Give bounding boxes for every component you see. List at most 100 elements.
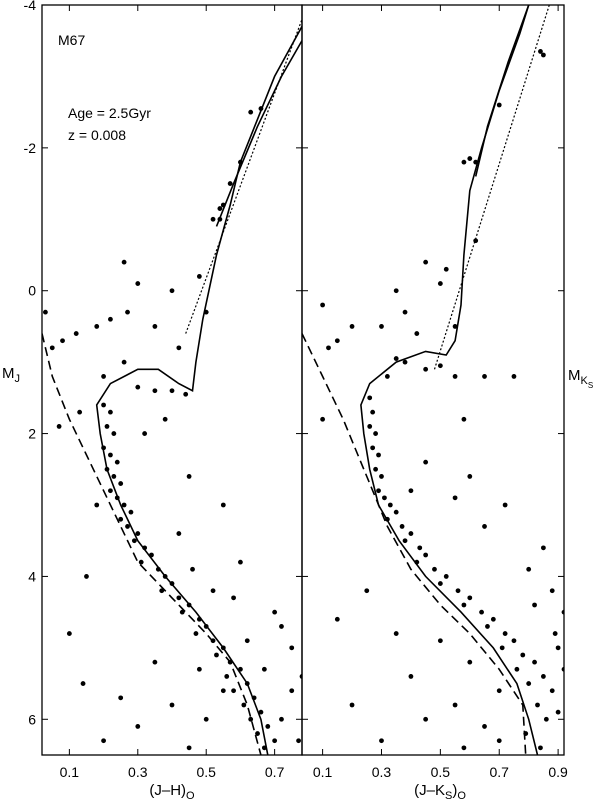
- star-point: [473, 238, 479, 244]
- star-point: [258, 106, 264, 111]
- star-point: [261, 666, 267, 672]
- star-point: [393, 288, 399, 294]
- star-point: [118, 516, 124, 522]
- frame: [301, 4, 565, 756]
- star-point: [176, 345, 182, 351]
- star-point: [279, 716, 284, 722]
- star-point: [482, 524, 487, 529]
- star-point: [121, 502, 127, 508]
- star-point: [555, 709, 561, 715]
- star-point: [210, 588, 216, 594]
- star-point: [186, 745, 192, 751]
- star-point: [265, 724, 271, 729]
- star-point: [452, 324, 458, 329]
- star-point: [155, 566, 161, 572]
- isochrone-dashed: [42, 333, 262, 755]
- star-point: [552, 631, 558, 636]
- axis-label-part: S: [445, 790, 452, 802]
- star-point: [384, 374, 390, 379]
- star-point: [437, 581, 443, 586]
- star-point: [220, 202, 226, 208]
- star-point: [393, 356, 399, 361]
- star-point: [514, 666, 520, 672]
- star-point: [183, 391, 189, 397]
- star-point: [193, 631, 199, 636]
- star-point: [169, 388, 175, 394]
- star-point: [423, 459, 429, 465]
- star-point: [238, 666, 243, 672]
- star-point: [169, 702, 175, 708]
- star-point: [379, 324, 384, 329]
- star-point: [549, 688, 555, 694]
- axis-label-part: K: [581, 375, 589, 387]
- star-point: [289, 688, 295, 694]
- x-tick-label: 0.5: [431, 764, 451, 780]
- star-point: [114, 495, 120, 501]
- star-point: [43, 309, 48, 315]
- star-point: [227, 181, 233, 186]
- plot-area: [302, 5, 564, 755]
- star-point: [384, 516, 390, 522]
- star-point: [169, 288, 175, 294]
- plot-content: [42, 19, 302, 755]
- isochrone-solid: [474, 5, 530, 177]
- star-point: [461, 416, 467, 422]
- star-point: [138, 559, 144, 565]
- annotation: M67: [58, 32, 85, 48]
- star-point: [423, 259, 429, 265]
- star-point: [511, 638, 517, 644]
- star-point: [49, 345, 55, 351]
- star-point: [549, 588, 555, 594]
- star-point: [496, 738, 502, 744]
- star-point: [414, 559, 420, 565]
- star-point: [443, 574, 449, 579]
- star-point: [131, 538, 137, 544]
- star-point: [169, 581, 175, 586]
- plot-content: [302, 5, 564, 755]
- star-point: [56, 424, 62, 429]
- star-point: [101, 738, 106, 744]
- star-point: [162, 416, 168, 422]
- star-point: [279, 624, 284, 629]
- star-point: [540, 674, 546, 679]
- isochrone-dashed: [302, 333, 527, 755]
- y-tick-label: 6: [28, 711, 36, 727]
- star-point: [455, 588, 461, 594]
- star-point: [142, 545, 148, 551]
- axis-label-part: S: [588, 381, 593, 390]
- star-point: [203, 716, 209, 722]
- star-point: [77, 409, 83, 415]
- star-point: [349, 324, 355, 329]
- star-point: [543, 716, 549, 722]
- star-point: [238, 559, 243, 565]
- star-point: [80, 681, 86, 686]
- star-point: [367, 424, 373, 429]
- star-point: [224, 674, 230, 679]
- x-tick-label: 0.7: [490, 764, 510, 780]
- star-point: [437, 638, 443, 644]
- x-tick-label: 0.1: [313, 764, 333, 780]
- star-point: [176, 595, 182, 601]
- star-point: [423, 366, 429, 372]
- star-point: [238, 159, 243, 165]
- star-point: [162, 574, 168, 579]
- star-point: [461, 745, 467, 751]
- star-point: [502, 631, 508, 636]
- y-tick-label: 4: [28, 568, 36, 584]
- star-point: [402, 309, 408, 315]
- star-point: [203, 309, 209, 315]
- star-point: [101, 374, 106, 379]
- star-point: [379, 738, 384, 744]
- star-point: [179, 609, 185, 615]
- star-point: [104, 466, 110, 472]
- axis-label-part: (J–H): [149, 782, 186, 799]
- star-point: [111, 474, 117, 479]
- star-point: [452, 702, 458, 708]
- star-point: [423, 716, 429, 722]
- star-point: [128, 509, 134, 515]
- star-point: [108, 316, 113, 322]
- star-point: [349, 702, 355, 708]
- y-tick-label: 2: [28, 426, 36, 442]
- isochrone-dotted: [185, 19, 302, 334]
